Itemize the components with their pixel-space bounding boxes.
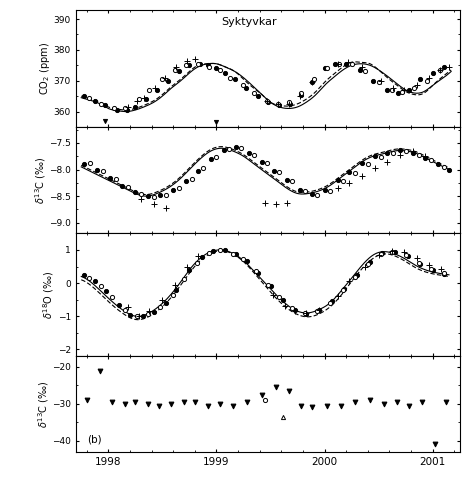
Y-axis label: $\delta^{18}$O (‰): $\delta^{18}$O (‰) [42, 271, 56, 319]
Y-axis label: $\delta^{13}$C (‰): $\delta^{13}$C (‰) [33, 157, 48, 204]
Text: (b): (b) [87, 434, 102, 444]
Y-axis label: $\delta^{13}$C (‰): $\delta^{13}$C (‰) [36, 380, 51, 428]
Text: Syktyvkar: Syktyvkar [222, 17, 277, 27]
Y-axis label: CO$_2$ (ppm): CO$_2$ (ppm) [38, 42, 52, 95]
